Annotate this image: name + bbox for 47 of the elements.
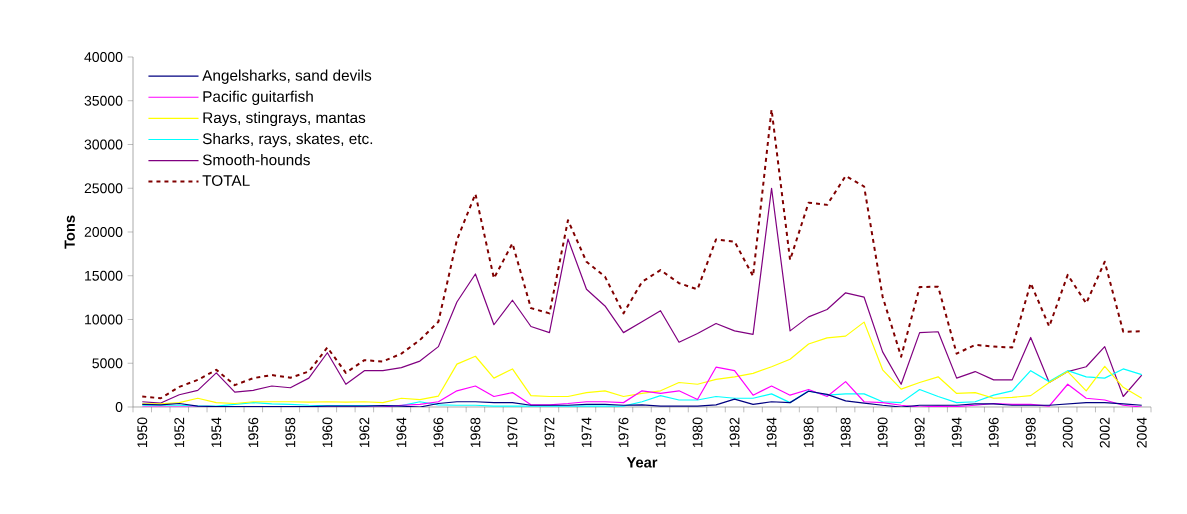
- x-tick-label: 1958: [285, 417, 296, 448]
- line-series: [141, 187, 1143, 404]
- line-series: [141, 108, 1143, 400]
- y-tick-label: 20000: [84, 227, 123, 237]
- y-tick-label: 10000: [85, 314, 123, 325]
- x-tick-label: 1956: [248, 417, 259, 448]
- y-tick-label: 30000: [84, 139, 123, 150]
- x-tick-label: 2004: [1136, 417, 1147, 448]
- x-tick-label: 1970: [507, 417, 518, 448]
- x-tick-label: 1976: [618, 417, 629, 448]
- x-tick-label: 1964: [396, 417, 407, 448]
- y-tick-label: 0: [115, 402, 123, 412]
- x-tick-label: 1954: [211, 417, 222, 448]
- x-tick-label: 1980: [692, 417, 703, 448]
- x-tick-label: 1988: [840, 417, 851, 448]
- x-tick-label: 1966: [433, 417, 444, 448]
- x-tick-label: 2002: [1099, 417, 1110, 448]
- x-tick-label: 1952: [174, 417, 185, 448]
- y-axis-title: Tons: [64, 215, 75, 249]
- x-tick-label: 1998: [1025, 417, 1036, 448]
- legend-label: Rays, stingrays, mantas: [203, 111, 366, 127]
- x-tick-label: 1986: [803, 417, 814, 448]
- x-tick-label: 2000: [1062, 417, 1073, 448]
- legend-label: Sharks, rays, skates, etc.: [202, 132, 373, 148]
- x-tick-label: 1994: [951, 417, 962, 448]
- x-tick-label: 1990: [877, 417, 888, 448]
- x-tick-label: 1992: [914, 417, 925, 448]
- x-tick-label: 1962: [359, 417, 370, 448]
- x-tick-label: 1968: [470, 417, 481, 448]
- x-tick-label: 1974: [581, 417, 592, 448]
- x-tick-label: 1972: [544, 417, 555, 448]
- legend-label: Pacific guitarfish: [203, 90, 313, 105]
- y-tick-label: 25000: [84, 183, 123, 194]
- x-tick-label: 1982: [729, 417, 740, 448]
- y-tick-label: 40000: [84, 52, 123, 62]
- x-tick-label: 1950: [137, 417, 148, 448]
- x-tick-label: 1996: [988, 417, 999, 448]
- x-tick-label: 1978: [655, 417, 666, 448]
- x-tick-label: 1984: [766, 417, 777, 448]
- legend-label: Angelsharks, sand devils: [202, 69, 372, 84]
- x-axis-title: Year: [626, 457, 658, 468]
- y-tick-label: 35000: [84, 95, 123, 106]
- legend-label: Smooth-hounds: [202, 154, 310, 166]
- x-tick-label: 1960: [322, 417, 333, 448]
- legend-label: TOTAL: [202, 175, 250, 186]
- y-tick-label: 5000: [92, 358, 123, 369]
- y-tick-label: 15000: [85, 270, 123, 281]
